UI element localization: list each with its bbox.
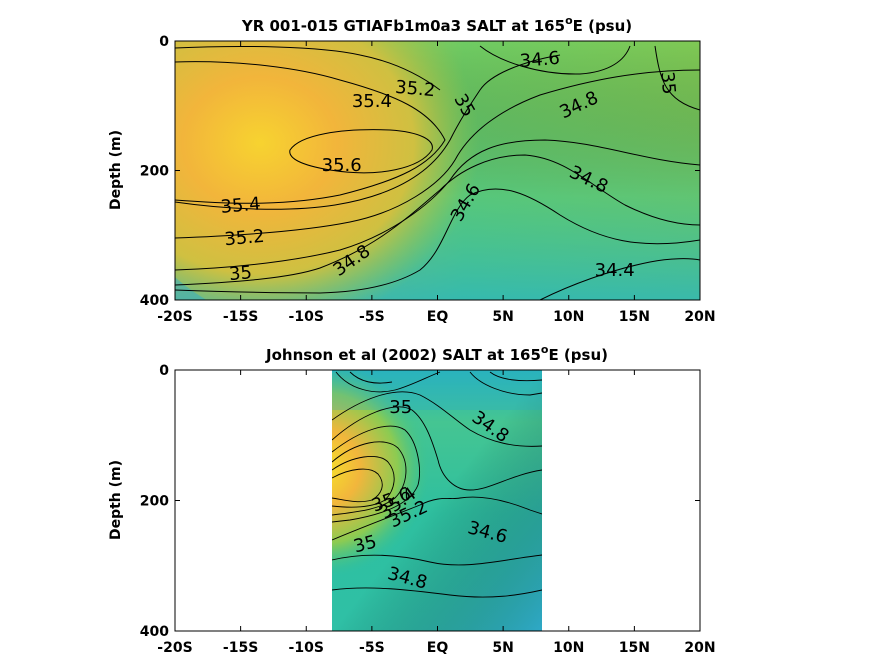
top-tick-marks bbox=[174, 40, 701, 301]
top-y-tick-label: 0 bbox=[159, 34, 169, 50]
top-x-tick-label: -5S bbox=[359, 309, 385, 325]
bottom-chart-title: Johnson et al (2002) SALT at 165oE (psu) bbox=[265, 343, 608, 364]
bottom-tick-marks bbox=[174, 369, 701, 632]
bottom-y-tick-label: 400 bbox=[140, 624, 169, 640]
bottom-heatmap-field bbox=[332, 370, 542, 631]
bottom-y-tick-labels: 0 200 400 bbox=[140, 363, 169, 640]
bottom-y-tick-label: 0 bbox=[159, 363, 169, 379]
top-y-axis-label: Depth (m) bbox=[108, 130, 124, 210]
top-contour-label: 34.4 bbox=[595, 260, 635, 281]
bottom-y-tick-label: 200 bbox=[140, 494, 169, 510]
bottom-contour-label: 35 bbox=[389, 397, 412, 418]
top-contour-label: 35.6 bbox=[322, 155, 362, 176]
top-x-tick-label: -10S bbox=[289, 309, 324, 325]
bottom-y-axis-label: Depth (m) bbox=[108, 460, 124, 540]
bottom-x-tick-label: EQ bbox=[427, 640, 449, 656]
top-contour-label: 35.4 bbox=[220, 193, 262, 217]
top-contour-label: 35.4 bbox=[352, 91, 392, 112]
top-x-tick-label: 15N bbox=[619, 309, 650, 325]
top-contour-label: 35 bbox=[228, 262, 253, 285]
bottom-x-tick-label: -20S bbox=[157, 640, 192, 656]
bottom-x-tick-label: 20N bbox=[684, 640, 715, 656]
bottom-x-tick-label: 15N bbox=[619, 640, 650, 656]
top-x-tick-label: -20S bbox=[157, 309, 192, 325]
top-x-tick-label: 10N bbox=[553, 309, 584, 325]
bottom-x-tick-labels: -20S -15S -10S -5S EQ 5N 10N 15N 20N bbox=[157, 640, 715, 656]
bottom-contour-lines bbox=[332, 371, 542, 598]
bottom-x-tick-label: 10N bbox=[553, 640, 584, 656]
top-contour-label: 35.2 bbox=[394, 77, 436, 101]
top-heatmap-field bbox=[175, 41, 700, 300]
bottom-x-tick-label: 5N bbox=[492, 640, 513, 656]
top-contour-lines bbox=[175, 45, 700, 300]
bottom-x-tick-label: -10S bbox=[289, 640, 324, 656]
top-contour-label: 35 bbox=[656, 71, 679, 96]
top-y-tick-label: 400 bbox=[140, 293, 169, 309]
top-y-tick-label: 200 bbox=[140, 164, 169, 180]
top-y-tick-labels: 0 200 400 bbox=[140, 34, 169, 309]
top-x-tick-label: 20N bbox=[684, 309, 715, 325]
bottom-x-tick-label: -5S bbox=[359, 640, 385, 656]
bottom-x-tick-label: -15S bbox=[223, 640, 258, 656]
top-chart-title: YR 001-015 GTIAFb1m0a3 SALT at 165oE (ps… bbox=[241, 14, 632, 35]
top-contour-label: 34.6 bbox=[519, 48, 561, 72]
top-x-tick-label: -15S bbox=[223, 309, 258, 325]
top-x-tick-label: EQ bbox=[427, 309, 449, 325]
top-x-tick-label: 5N bbox=[492, 309, 513, 325]
top-x-tick-labels: -20S -15S -10S -5S EQ 5N 10N 15N 20N bbox=[157, 309, 715, 325]
top-contour-label: 35.2 bbox=[224, 226, 266, 250]
